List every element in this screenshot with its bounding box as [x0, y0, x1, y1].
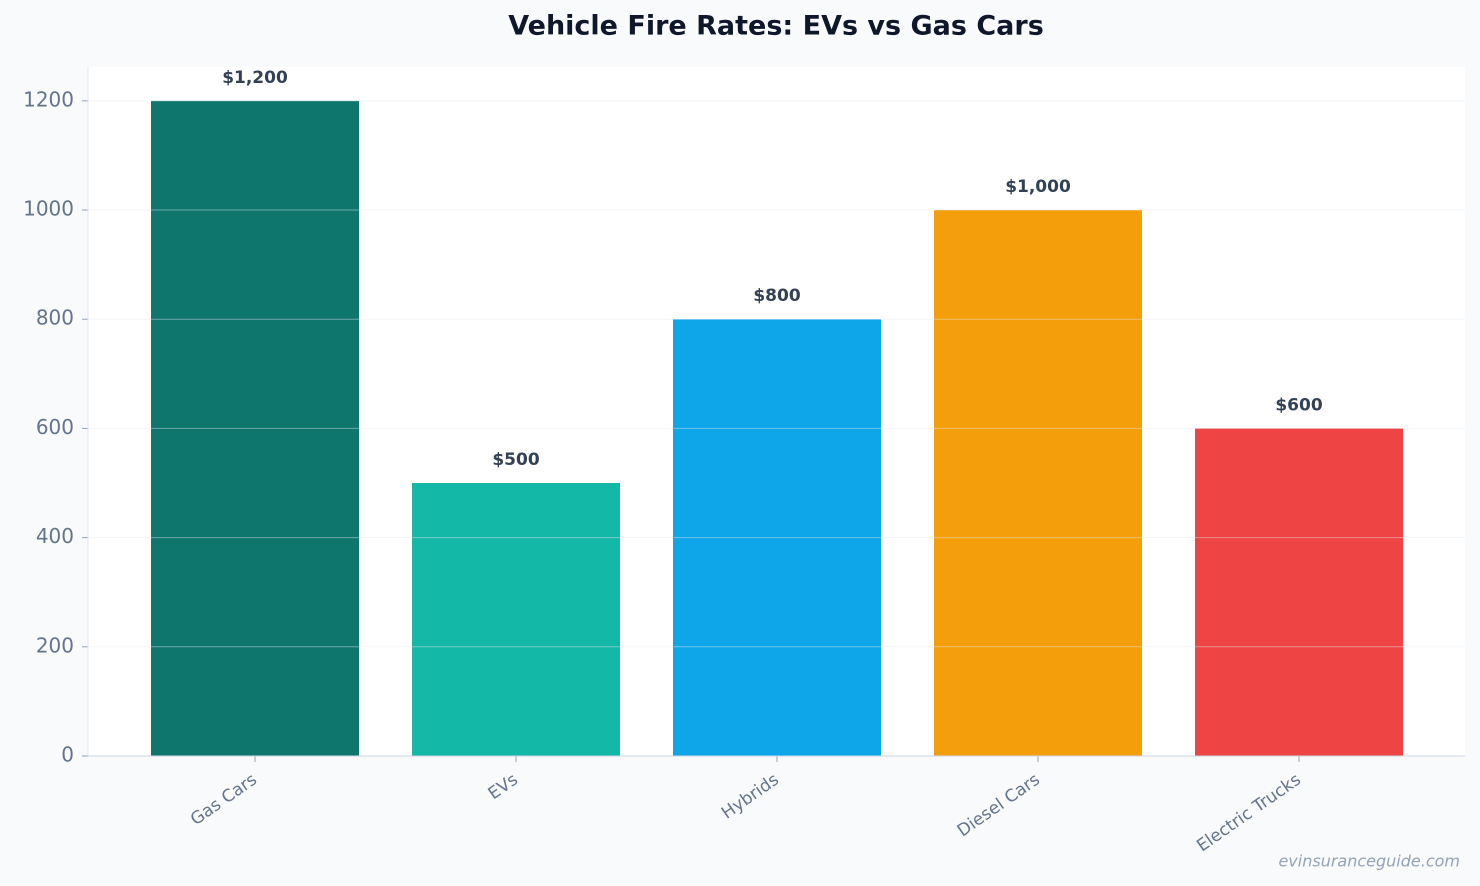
- y-tick-label: 1200: [23, 87, 74, 111]
- bar: [151, 100, 359, 757]
- value-label: $500: [492, 450, 539, 470]
- value-label: $800: [753, 286, 800, 306]
- value-label: $1,200: [222, 68, 288, 88]
- value-label: $600: [1275, 395, 1322, 415]
- value-label: $1,000: [1005, 177, 1071, 197]
- bar: [412, 483, 620, 756]
- bar: [1195, 428, 1403, 756]
- y-tick-label: 0: [61, 743, 74, 767]
- bar: [673, 319, 881, 756]
- y-tick-label: 800: [36, 306, 74, 330]
- watermark: evinsuranceguide.com: [1278, 852, 1460, 871]
- chart-title: Vehicle Fire Rates: EVs vs Gas Cars: [508, 11, 1044, 42]
- y-tick-label: 1000: [23, 197, 74, 221]
- y-tick-label: 600: [36, 415, 74, 439]
- y-tick-label: 200: [36, 633, 74, 657]
- bar: [934, 210, 1142, 756]
- y-tick-label: 400: [36, 524, 74, 548]
